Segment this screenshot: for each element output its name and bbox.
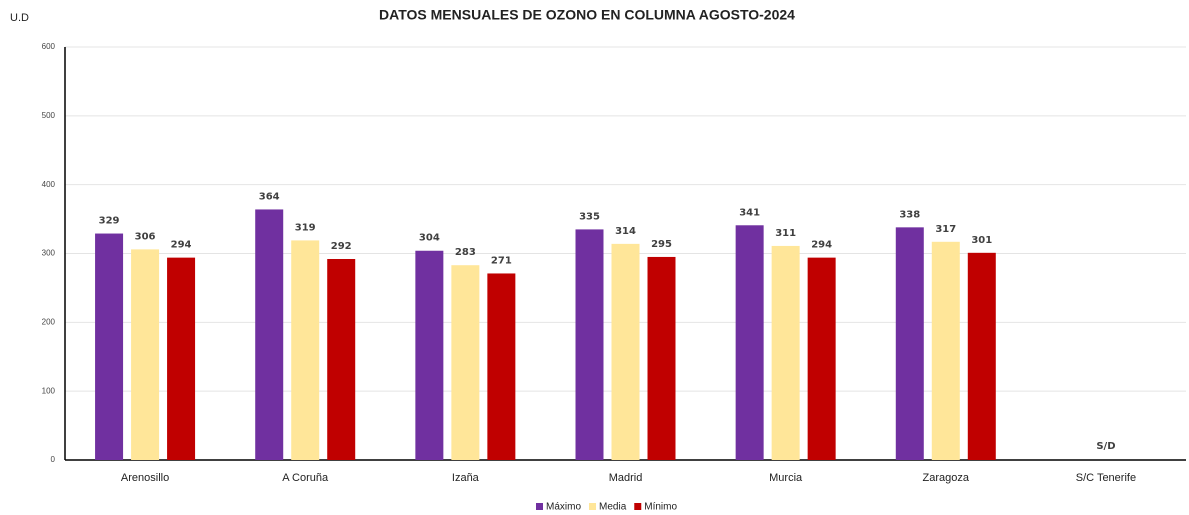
- legend-swatch: [536, 503, 543, 510]
- x-tick-label: Madrid: [609, 472, 643, 484]
- x-tick-label: Arenosillo: [121, 472, 169, 484]
- y-tick-label: 400: [42, 180, 56, 189]
- value-label: 304: [419, 233, 440, 244]
- value-label: 295: [651, 239, 672, 250]
- bar: [967, 252, 996, 460]
- bar: [611, 243, 640, 460]
- bar: [95, 233, 124, 460]
- bar: [131, 249, 160, 460]
- value-label: 314: [615, 226, 636, 237]
- value-label: 311: [775, 228, 796, 239]
- value-label: 301: [971, 235, 992, 246]
- value-label: 341: [739, 207, 760, 218]
- value-label: 338: [899, 209, 920, 220]
- value-label: 364: [259, 191, 280, 202]
- legend-label: Media: [599, 502, 627, 513]
- bar: [451, 265, 480, 460]
- value-label: 317: [935, 224, 956, 235]
- bar: [415, 250, 444, 460]
- bar: [647, 256, 676, 460]
- x-tick-label: Izaña: [452, 472, 480, 484]
- value-label: 292: [331, 241, 352, 252]
- bar: [255, 209, 284, 460]
- bar: [167, 257, 196, 460]
- value-label: 335: [579, 211, 600, 222]
- bar: [575, 229, 604, 460]
- value-label: 319: [295, 222, 316, 233]
- legend-swatch: [634, 503, 642, 510]
- y-tick-label: 200: [42, 317, 56, 326]
- chart-title: DATOS MENSUALES DE OZONO EN COLUMNA AGOS…: [379, 7, 795, 23]
- bar: [487, 273, 516, 460]
- x-tick-label: S/C Tenerife: [1076, 472, 1136, 484]
- bar: [807, 257, 836, 460]
- y-axis-label: U.D: [10, 12, 29, 24]
- x-tick-label: Zaragoza: [923, 472, 970, 484]
- value-label: 294: [171, 240, 192, 251]
- y-tick-label: 600: [42, 42, 56, 51]
- y-tick-label: 300: [42, 249, 56, 258]
- legend-swatch: [589, 503, 597, 510]
- x-tick-label: Murcia: [769, 472, 803, 484]
- value-label: 271: [491, 255, 512, 266]
- bar: [931, 241, 960, 460]
- y-tick-label: 100: [42, 386, 56, 395]
- bar: [771, 245, 800, 460]
- bar: [291, 240, 320, 460]
- value-label: 283: [455, 247, 476, 258]
- legend-label: Máximo: [546, 502, 581, 513]
- y-tick-label: 500: [42, 111, 56, 120]
- x-tick-label: A Coruña: [282, 472, 329, 484]
- y-tick-label: 0: [51, 455, 56, 464]
- value-label: 294: [811, 240, 832, 251]
- bar: [895, 227, 924, 460]
- bar: [735, 225, 764, 460]
- no-data-label: S/D: [1096, 441, 1115, 452]
- value-label: 329: [99, 216, 120, 227]
- value-label: 306: [135, 231, 156, 242]
- legend-label: Mínimo: [644, 502, 677, 513]
- bar: [327, 259, 356, 460]
